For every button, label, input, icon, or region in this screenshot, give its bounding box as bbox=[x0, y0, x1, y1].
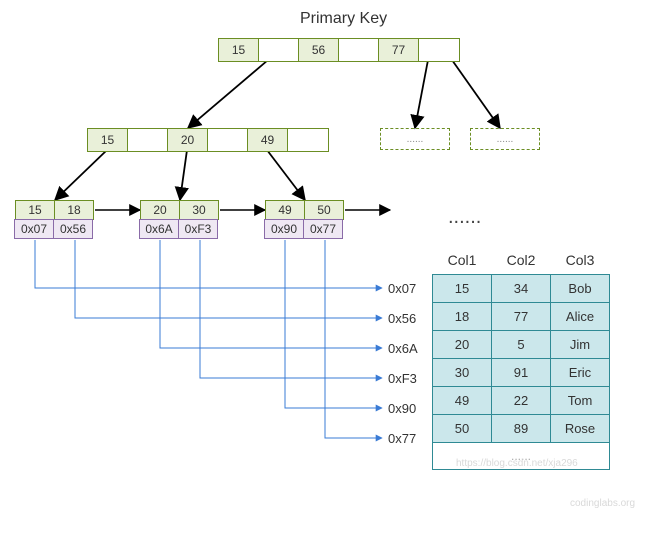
table-cell: Tom bbox=[551, 387, 610, 415]
table-row: 1534Bob bbox=[433, 275, 610, 303]
table-cell: 89 bbox=[492, 415, 551, 443]
table-cell: Jim bbox=[551, 331, 610, 359]
leaf-key-cell: 50 bbox=[304, 200, 344, 220]
leaf-key-cell: 18 bbox=[54, 200, 94, 220]
pointer-label: 0x77 bbox=[388, 431, 416, 446]
table-cell: 34 bbox=[492, 275, 551, 303]
table-cell: 91 bbox=[492, 359, 551, 387]
table-cell: 22 bbox=[492, 387, 551, 415]
pointer-label: 0x90 bbox=[388, 401, 416, 416]
table-cell: 77 bbox=[492, 303, 551, 331]
table-cell: 50 bbox=[433, 415, 492, 443]
leaf-ptr-cell: 0x6A bbox=[139, 219, 179, 239]
diagram-title: Primary Key bbox=[300, 10, 387, 28]
table-header: Col1 bbox=[433, 246, 492, 275]
btree-key-cell: 77 bbox=[379, 39, 419, 61]
btree-key-cell: 49 bbox=[248, 129, 288, 151]
leaf-key-cell: 20 bbox=[140, 200, 180, 220]
leaf-ptr-cell: 0x90 bbox=[264, 219, 304, 239]
ellipsis: ...... bbox=[448, 206, 481, 229]
btree-key-cell bbox=[288, 129, 328, 151]
table-row: 3091Eric bbox=[433, 359, 610, 387]
pointer-label: 0x07 bbox=[388, 281, 416, 296]
leaf-key-cell: 49 bbox=[265, 200, 305, 220]
btree-leaf-node: 49500x900x77 bbox=[265, 200, 344, 239]
btree-key-cell bbox=[259, 39, 299, 61]
table-cell: Eric bbox=[551, 359, 610, 387]
table-row: 205Jim bbox=[433, 331, 610, 359]
data-table: Col1Col2Col3 1534Bob1877Alice205Jim3091E… bbox=[432, 246, 610, 470]
table-cell: Rose bbox=[551, 415, 610, 443]
leaf-ptr-cell: 0xF3 bbox=[178, 219, 218, 239]
btree-node-placeholder: ...... bbox=[470, 128, 540, 150]
btree-root-node: 15 56 77 bbox=[218, 38, 460, 62]
leaf-key-cell: 30 bbox=[179, 200, 219, 220]
btree-leaf-node: 15180x070x56 bbox=[15, 200, 94, 239]
btree-key-cell: 15 bbox=[88, 129, 128, 151]
btree-key-cell bbox=[128, 129, 168, 151]
btree-key-cell bbox=[339, 39, 379, 61]
btree-key-cell bbox=[419, 39, 459, 61]
leaf-ptr-cell: 0x07 bbox=[14, 219, 54, 239]
leaf-key-cell: 15 bbox=[15, 200, 55, 220]
btree-key-cell bbox=[208, 129, 248, 151]
pointer-label: 0x56 bbox=[388, 311, 416, 326]
btree-key-cell: 20 bbox=[168, 129, 208, 151]
table-row: 5089Rose bbox=[433, 415, 610, 443]
pointer-label: 0xF3 bbox=[388, 371, 417, 386]
leaf-ptr-cell: 0x56 bbox=[53, 219, 93, 239]
btree-internal-node: 15 20 49 bbox=[87, 128, 329, 152]
table-cell: 20 bbox=[433, 331, 492, 359]
btree-leaf-node: 20300x6A0xF3 bbox=[140, 200, 219, 239]
leaf-ptr-cell: 0x77 bbox=[303, 219, 343, 239]
watermark-text: codinglabs.org bbox=[570, 498, 635, 509]
table-cell: Bob bbox=[551, 275, 610, 303]
btree-node-placeholder: ...... bbox=[380, 128, 450, 150]
btree-key-cell: 15 bbox=[219, 39, 259, 61]
table-row: 1877Alice bbox=[433, 303, 610, 331]
table-cell: 5 bbox=[492, 331, 551, 359]
table-header: Col2 bbox=[492, 246, 551, 275]
table-cell: Alice bbox=[551, 303, 610, 331]
table-header: Col3 bbox=[551, 246, 610, 275]
table-cell: 49 bbox=[433, 387, 492, 415]
watermark-text: https://blog.csdn.net/xja296 bbox=[456, 458, 578, 469]
table-cell: 30 bbox=[433, 359, 492, 387]
btree-key-cell: 56 bbox=[299, 39, 339, 61]
table-row: 4922Tom bbox=[433, 387, 610, 415]
pointer-label: 0x6A bbox=[388, 341, 418, 356]
table-cell: 18 bbox=[433, 303, 492, 331]
table-cell: 15 bbox=[433, 275, 492, 303]
